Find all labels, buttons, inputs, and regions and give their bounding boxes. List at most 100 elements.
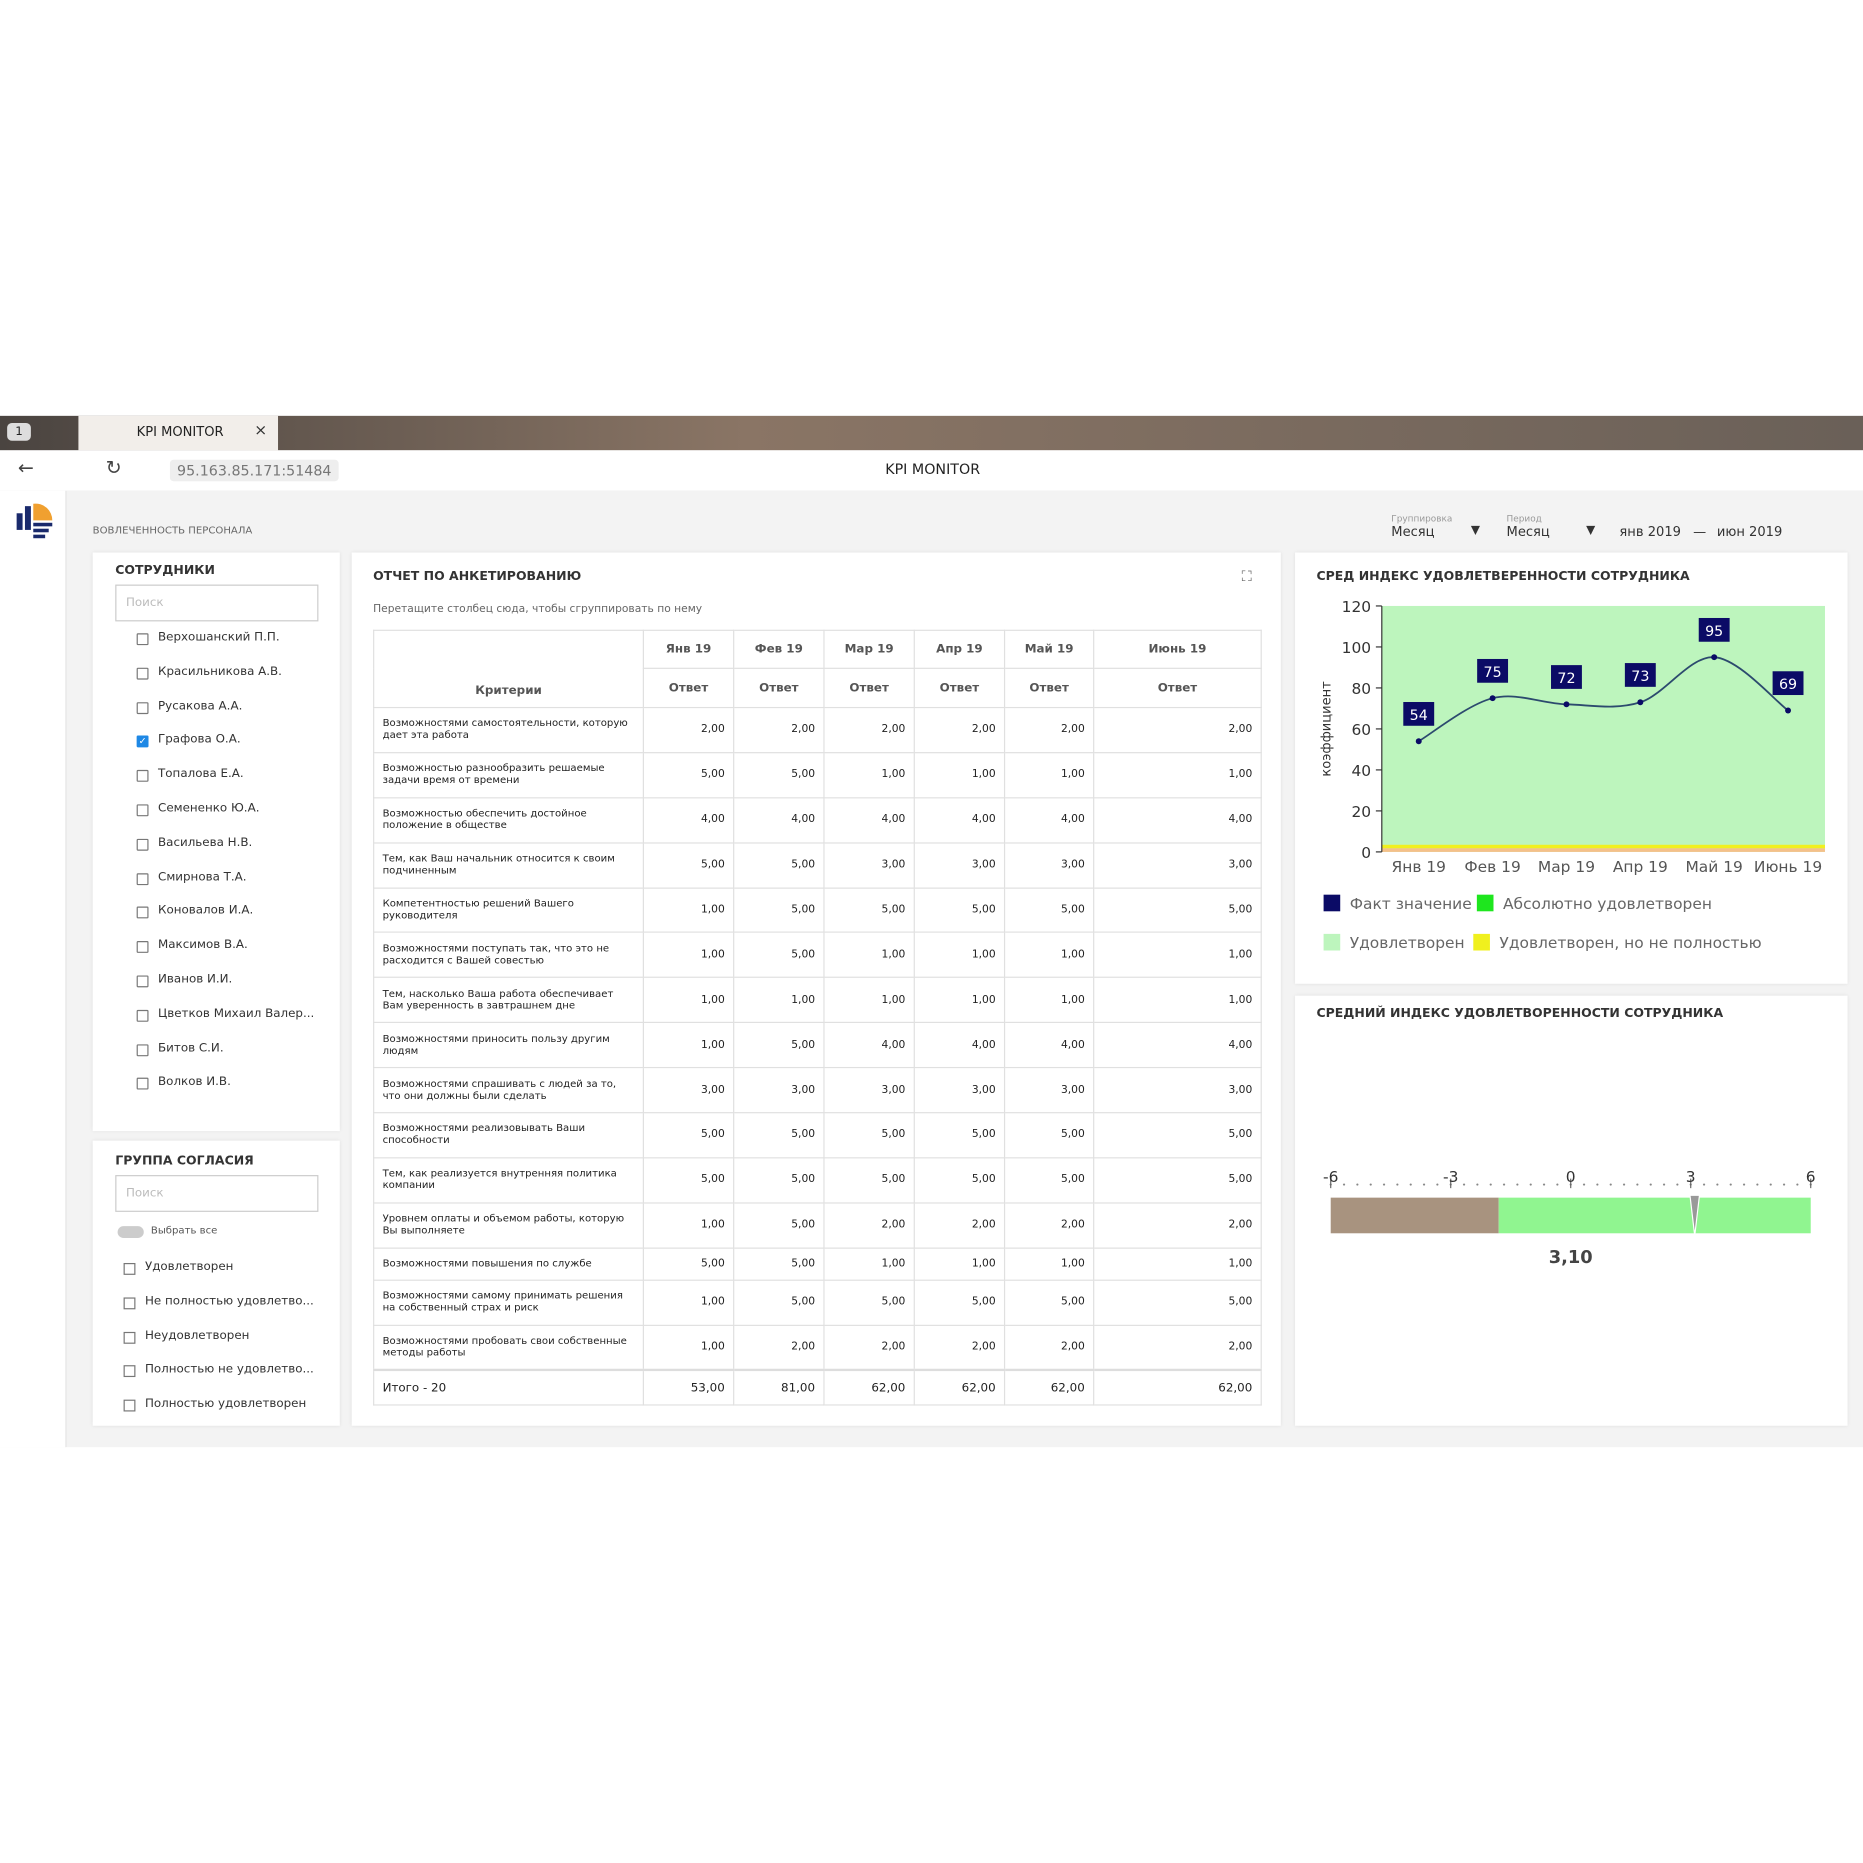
cell-value: 2,00 (733, 1324, 825, 1371)
cell-value: 4,00 (1003, 1022, 1095, 1069)
employee-name[interactable]: Коновалов И.А. (158, 904, 254, 918)
header-row: Ответ Ответ Ответ Ответ Ответ Ответ (374, 667, 1262, 709)
employee-name[interactable]: Битов С.И. (158, 1041, 224, 1055)
cell-value: 3,00 (1003, 842, 1095, 889)
employee-name[interactable]: Иванов И.И. (158, 973, 233, 987)
checkbox[interactable]: ✓ (136, 735, 149, 748)
date-to[interactable]: июн 2019 (1716, 523, 1783, 540)
checkbox[interactable] (136, 667, 149, 680)
search-input[interactable]: Поиск (115, 1175, 319, 1212)
sub-header[interactable]: Ответ (733, 667, 825, 709)
back-button[interactable]: ← (17, 456, 34, 479)
cell-value: 5,00 (913, 1157, 1006, 1204)
month-header[interactable]: Июнь 19 (1093, 629, 1262, 669)
cell-value: 5,00 (733, 1022, 825, 1069)
period-label: Период (1506, 513, 1542, 524)
consent-item[interactable]: Неудовлетворен (144, 1329, 250, 1343)
cell-value: 4,00 (642, 796, 735, 844)
cell-value: 4,00 (823, 1022, 915, 1069)
cell-value: 4,00 (733, 796, 825, 844)
data-row: Возможностями самому принимать решения н… (373, 1279, 1262, 1326)
employee-name[interactable]: Топалова Е.А. (158, 767, 244, 781)
employee-name[interactable]: Русакова А.А. (158, 699, 243, 713)
month-header[interactable]: Янв 19 (642, 629, 735, 669)
employee-name[interactable]: Семененко Ю.А. (158, 801, 260, 816)
period-value[interactable]: Месяц (1506, 523, 1550, 540)
checkbox[interactable] (136, 1043, 149, 1056)
sub-header[interactable]: Ответ (823, 667, 915, 709)
sub-header[interactable]: Ответ (1003, 667, 1095, 709)
employee-name[interactable]: Смирнова Т.А. (158, 870, 247, 884)
total-value: 81,00 (733, 1368, 825, 1407)
report-table: Критерии Янв 19 Фев 19 Мар 19 Апр 19 Май 19 Ию… (373, 629, 1262, 1407)
checkbox[interactable] (136, 975, 149, 988)
checkbox[interactable] (136, 907, 149, 919)
checkbox[interactable] (136, 804, 149, 817)
cell-value: 3,00 (913, 842, 1006, 889)
cell-value: 1,00 (642, 977, 735, 1024)
tab[interactable] (78, 415, 279, 451)
consent-item[interactable]: Полностью удовлетворен (144, 1397, 307, 1411)
criterion: Возможностями повышения по службе (373, 1247, 644, 1281)
cell-value: 5,00 (733, 751, 825, 799)
month-header[interactable]: Фев 19 (733, 629, 825, 669)
cell-value: 3,00 (1003, 1067, 1095, 1114)
tab-title[interactable]: KPI MONITOR (136, 424, 224, 440)
checkbox[interactable] (136, 1009, 149, 1022)
cell-value: 5,00 (823, 887, 915, 934)
total-value: 53,00 (642, 1368, 735, 1407)
checkbox[interactable] (123, 1331, 136, 1344)
cell-value: 3,00 (913, 1067, 1006, 1114)
consent-item[interactable]: Удовлетворен (144, 1260, 234, 1274)
month-header[interactable]: Май 19 (1003, 629, 1095, 669)
tab-count[interactable]: 1 (7, 422, 31, 441)
consent-item[interactable]: Не полностью удовлетво... (144, 1294, 314, 1308)
url[interactable]: 95.163.85.171:51484 (169, 459, 339, 482)
tab-close[interactable]: × (254, 421, 268, 440)
checkbox[interactable] (136, 770, 149, 783)
reload-button[interactable]: ↻ (105, 456, 122, 479)
checkbox[interactable] (136, 872, 149, 885)
checkbox[interactable] (123, 1399, 136, 1412)
grouping-value[interactable]: Месяц (1391, 523, 1435, 540)
employee-name[interactable]: Васильева Н.В. (158, 836, 253, 850)
dropdown-arrow[interactable]: ▼ (1586, 523, 1596, 538)
cell-value: 2,00 (823, 1324, 915, 1371)
cell-value: 3,00 (823, 842, 915, 889)
employee-name[interactable]: Максимов В.А. (158, 938, 248, 952)
employee-name[interactable]: Верхошанский П.П. (158, 630, 280, 644)
sub-header[interactable]: Ответ (1093, 667, 1262, 709)
chart-panel (1295, 552, 1848, 984)
checkbox[interactable] (136, 633, 149, 646)
employee-name[interactable]: Цветков Михаил Валер... (158, 1007, 315, 1021)
consent-item[interactable]: Полностью не удовлетво... (144, 1363, 314, 1377)
grouping-label: Группировка (1391, 513, 1453, 524)
checkbox[interactable] (123, 1297, 136, 1310)
select-all[interactable]: Выбрать все (150, 1224, 218, 1237)
checkbox[interactable] (136, 1078, 149, 1090)
checkbox[interactable] (136, 941, 149, 954)
sub-header[interactable]: Ответ (913, 667, 1006, 709)
data-row: Возможностями пробовать свои собственные… (373, 1324, 1262, 1371)
employee-name[interactable]: Графова О.А. (158, 733, 241, 747)
checkbox[interactable] (123, 1365, 136, 1378)
cell-value: 2,00 (642, 706, 735, 754)
sub-header[interactable]: Ответ (642, 667, 735, 709)
cell-value: 5,00 (913, 887, 1006, 934)
fullscreen-icon[interactable]: ⛶ (1241, 567, 1252, 585)
total-value: 62,00 (1093, 1368, 1262, 1407)
search-input[interactable]: Поиск (115, 584, 319, 622)
cell-value: 1,00 (642, 1279, 735, 1326)
employee-name[interactable]: Волков И.В. (158, 1075, 231, 1089)
toggle[interactable] (117, 1226, 144, 1239)
dropdown-arrow[interactable]: ▼ (1470, 523, 1481, 538)
checkbox[interactable] (136, 838, 149, 851)
month-header[interactable]: Апр 19 (913, 629, 1006, 669)
employee-name[interactable]: Красильникова А.В. (158, 665, 282, 679)
checkbox[interactable] (136, 701, 149, 714)
month-header[interactable]: Мар 19 (823, 629, 915, 669)
date-from[interactable]: янв 2019 (1619, 523, 1681, 540)
data-row: Уровнем оплаты и объемом работы, которую… (373, 1202, 1262, 1249)
checkbox[interactable] (123, 1262, 136, 1275)
